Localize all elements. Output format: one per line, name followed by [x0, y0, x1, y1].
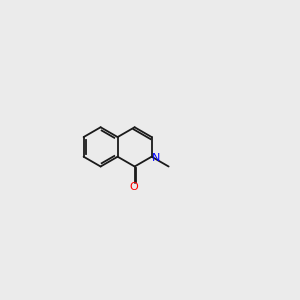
Text: N: N	[152, 153, 160, 163]
Text: O: O	[129, 182, 138, 192]
